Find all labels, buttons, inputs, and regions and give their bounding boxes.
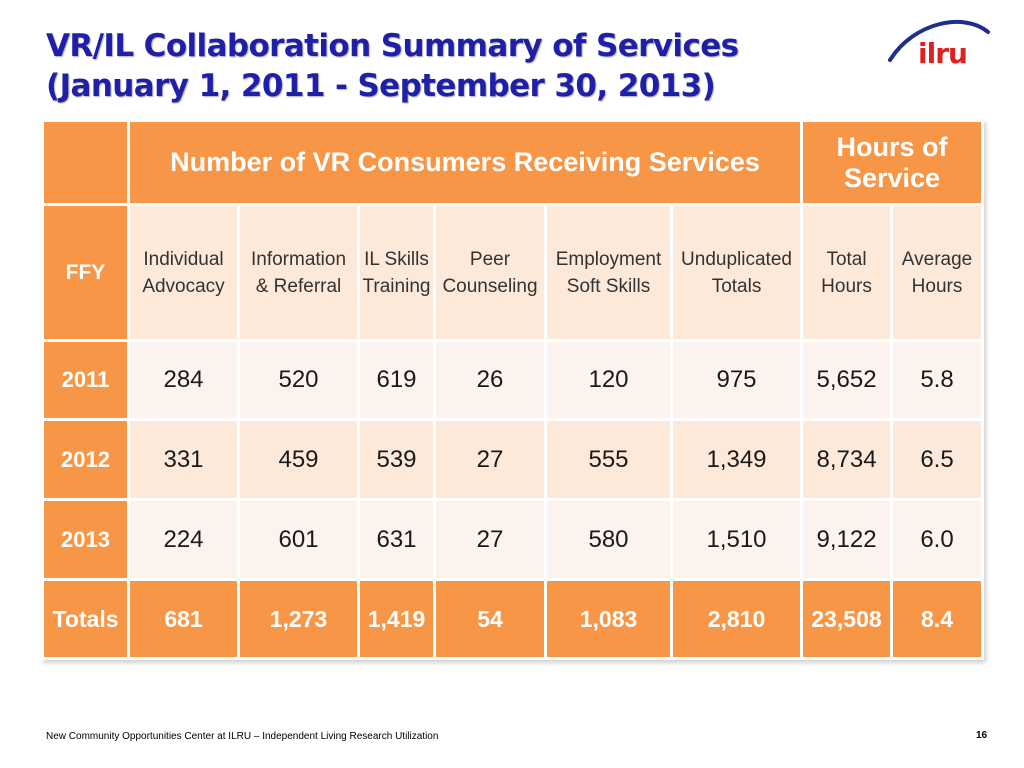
table-row: 2013 224 601 631 27 580 1,510 9,122 6.0 [41, 498, 985, 581]
col-header-line-1: IL Skills [364, 248, 429, 270]
table-cell: 631 [357, 498, 436, 581]
table-cell: 520 [237, 339, 360, 421]
table-cell: 601 [237, 498, 360, 581]
table-cell: 26 [433, 339, 547, 421]
table-cell: 331 [127, 418, 240, 501]
table-cell: 539 [357, 418, 436, 501]
services-summary-table: Number of VR Consumers Receiving Service… [41, 119, 985, 660]
col-header-individual-advocacy: Individual Advocacy [127, 203, 240, 342]
title-line-1: VR/IL Collaboration Summary of Services [46, 28, 739, 64]
col-header-line-1: Total [826, 248, 867, 270]
table-cell: 555 [544, 418, 673, 501]
table-cell: 27 [433, 498, 547, 581]
title-line-2: (January 1, 2011 - September 30, 2013) [46, 68, 716, 104]
table-cell: 284 [127, 339, 240, 421]
col-header-line-1: Individual [143, 248, 224, 270]
hours-group-header: Hours of Service [800, 119, 985, 206]
col-header-total-hours: Total Hours [800, 203, 894, 342]
totals-cell: 681 [127, 578, 240, 660]
col-header-line-1: Average [901, 248, 973, 270]
totals-label: Totals [41, 578, 130, 660]
hours-header-line-2: Service [843, 162, 941, 193]
col-header-line-2: Soft Skills [566, 275, 651, 297]
col-header-line-2: Advocacy [142, 275, 225, 297]
table-row: 2011 284 520 619 26 120 975 5,652 5.8 [41, 339, 985, 421]
footer-text: New Community Opportunities Center at IL… [46, 731, 439, 742]
col-header-peer-counseling: Peer Counseling [433, 203, 547, 342]
col-header-line-1: Information [250, 248, 347, 270]
col-header-line-1: Peer [469, 248, 511, 270]
table-cell: 9,122 [800, 498, 894, 581]
col-header-average-hours: Average Hours [890, 203, 985, 342]
col-header-line-2: & Referral [255, 275, 342, 297]
col-header-line-1: Unduplicated [681, 248, 792, 270]
totals-cell: 2,810 [669, 578, 804, 660]
column-header-row: FFY Individual Advocacy Information & Refe… [41, 203, 985, 342]
totals-cell: 1,419 [357, 578, 436, 660]
table-cell: 5.8 [890, 339, 985, 421]
col-header-line-2: Hours [911, 275, 963, 297]
col-header-line-2: Counseling [442, 275, 538, 297]
table-cell: 27 [433, 418, 547, 501]
table-cell: 975 [669, 339, 804, 421]
ffy-header: FFY [41, 203, 130, 342]
table-cell: 8,734 [800, 418, 894, 501]
table-cell: 224 [127, 498, 240, 581]
col-header-employment-soft-skills: Employment Soft Skills [544, 203, 673, 342]
group-header-row: Number of VR Consumers Receiving Service… [41, 119, 985, 206]
col-header-line-1: Employment [555, 248, 662, 270]
col-header-unduplicated-totals: Unduplicated Totals [669, 203, 804, 342]
col-header-line-2: Hours [821, 275, 872, 297]
logo-text: ilru [918, 37, 968, 70]
col-header-il-skills-training: IL Skills Training [357, 203, 436, 342]
totals-cell: 54 [433, 578, 547, 660]
table-cell: 120 [544, 339, 673, 421]
corner-cell [41, 119, 130, 206]
table-cell: 580 [544, 498, 673, 581]
totals-cell: 1,273 [237, 578, 360, 660]
table-cell: 6.5 [890, 418, 985, 501]
ilru-logo: ilru [884, 14, 994, 74]
table-cell: 459 [237, 418, 360, 501]
row-label: 2011 [41, 339, 130, 421]
col-header-line-2: Training [362, 275, 431, 297]
table-row: 2012 331 459 539 27 555 1,349 8,734 6.5 [41, 418, 985, 501]
consumers-group-header: Number of VR Consumers Receiving Service… [126, 119, 804, 206]
table-cell: 6.0 [890, 498, 985, 581]
table-cell: 5,652 [800, 339, 894, 421]
table-cell: 619 [357, 339, 436, 421]
table-cell: 1,349 [669, 418, 804, 501]
totals-cell: 8.4 [890, 578, 985, 660]
hours-header-line-1: Hours of [836, 131, 948, 162]
row-label: 2013 [41, 498, 130, 581]
row-label: 2012 [41, 418, 130, 501]
totals-cell: 1,083 [544, 578, 673, 660]
logo-swoosh-icon [888, 19, 990, 62]
totals-cell: 23,508 [800, 578, 894, 660]
col-header-line-2: Totals [711, 275, 762, 297]
page-number: 16 [976, 730, 988, 741]
table-cell: 1,510 [669, 498, 804, 581]
col-header-information-referral: Information & Referral [237, 203, 360, 342]
slide-title: VR/IL Collaboration Summary of Services … [46, 26, 739, 106]
totals-row: Totals 681 1,273 1,419 54 1,083 2,810 23… [41, 578, 985, 660]
